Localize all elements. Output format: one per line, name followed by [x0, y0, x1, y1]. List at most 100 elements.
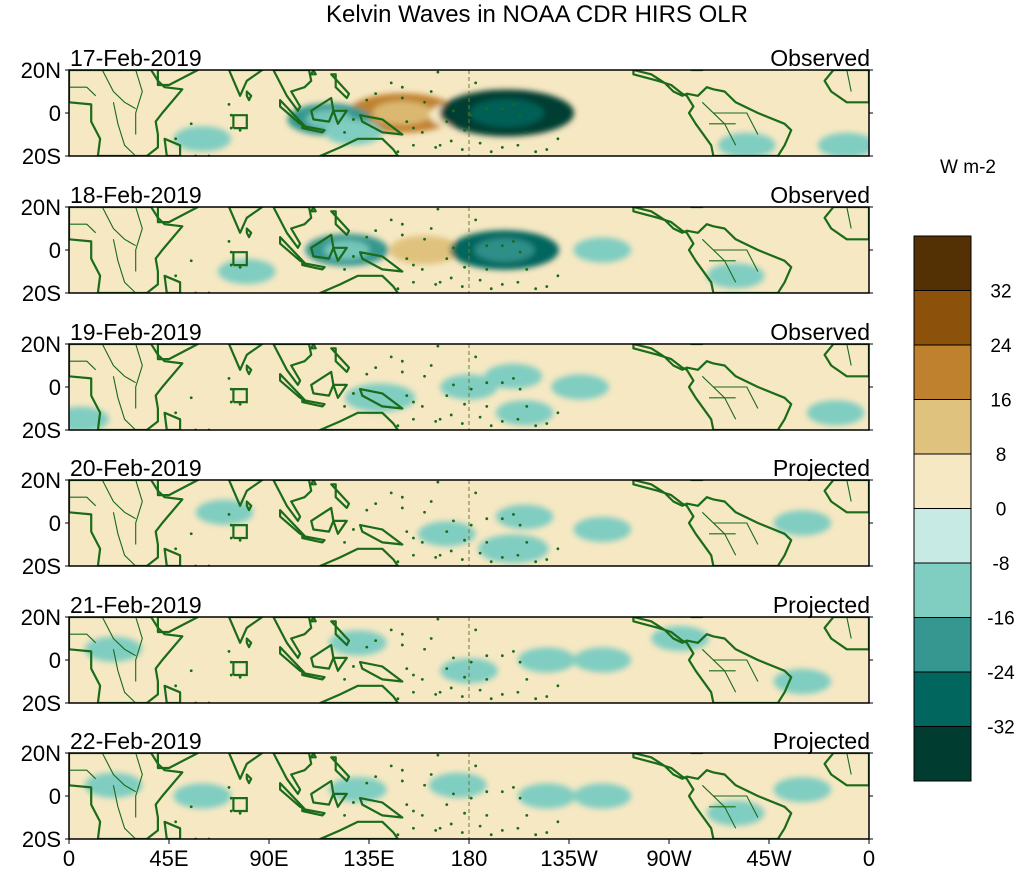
- coastline: [301, 261, 326, 271]
- island: [452, 519, 455, 523]
- island: [227, 650, 231, 653]
- colorbar-swatch: [913, 399, 972, 455]
- coastline: [301, 807, 326, 817]
- island: [463, 402, 466, 406]
- island: [405, 120, 409, 123]
- island: [438, 280, 442, 284]
- island: [229, 536, 233, 540]
- island: [489, 287, 493, 291]
- panel-date: 21-Feb-2019: [70, 592, 202, 618]
- anomaly-cell: [806, 400, 865, 426]
- coastline: [301, 534, 326, 544]
- coastline: [272, 344, 313, 386]
- anomaly-cell: [773, 668, 832, 695]
- island: [374, 229, 378, 233]
- island: [510, 704, 513, 707]
- coastline: [227, 753, 264, 780]
- island: [500, 654, 504, 658]
- island: [365, 645, 369, 649]
- coastline: [332, 383, 348, 399]
- island: [229, 250, 233, 254]
- country-border: [112, 239, 137, 293]
- country-border: [101, 617, 136, 657]
- island: [423, 647, 426, 651]
- island: [429, 500, 433, 503]
- island: [238, 675, 242, 679]
- island: [460, 285, 464, 288]
- anomaly-cell: [389, 235, 460, 265]
- island: [436, 70, 440, 74]
- island: [460, 695, 464, 698]
- island: [227, 786, 231, 789]
- anomaly-cell: [140, 352, 198, 379]
- colorbar-swatch: [913, 235, 972, 291]
- colorbar-label: 8: [996, 445, 1007, 466]
- island: [343, 404, 346, 408]
- island: [389, 628, 393, 632]
- colorbar-label: -8: [993, 554, 1010, 575]
- island: [478, 824, 482, 828]
- island-outline: [232, 796, 248, 813]
- coastline: [69, 753, 184, 839]
- coastline: [359, 660, 404, 683]
- coastline: [310, 207, 317, 213]
- country-border: [69, 360, 97, 371]
- coastline: [156, 344, 199, 361]
- island: [374, 92, 378, 96]
- island: [452, 109, 455, 113]
- coastline: [310, 506, 335, 533]
- y-tick-label: 20N: [21, 58, 61, 83]
- island: [438, 826, 442, 830]
- coastline: [330, 756, 351, 783]
- island: [516, 143, 520, 147]
- coastline: [359, 114, 404, 136]
- coastline: [310, 70, 317, 76]
- anomaly-cell: [773, 510, 832, 536]
- coastline: [156, 617, 199, 634]
- coastlines: [69, 70, 869, 156]
- coastline: [310, 233, 335, 260]
- country-border: [101, 70, 136, 110]
- island: [365, 372, 369, 376]
- y-tick-label: 20S: [22, 691, 61, 716]
- island: [420, 267, 424, 271]
- coastline: [359, 251, 404, 273]
- island: [189, 122, 193, 126]
- island: [438, 417, 442, 421]
- coastline: [245, 637, 253, 649]
- island: [434, 283, 438, 286]
- island: [556, 684, 560, 688]
- coastline: [69, 207, 184, 293]
- colorbar-label: 0: [996, 500, 1007, 521]
- y-tick-label: 0: [49, 375, 61, 400]
- island: [469, 523, 473, 527]
- island: [352, 255, 355, 258]
- country-border: [101, 207, 136, 247]
- island: [238, 538, 242, 542]
- panel-status: Projected: [773, 455, 870, 481]
- colorbar-label: -32: [987, 718, 1014, 739]
- island: [516, 826, 520, 830]
- coastline: [823, 207, 869, 241]
- island: [434, 146, 438, 149]
- island: [500, 381, 504, 385]
- island-outline: [232, 388, 248, 404]
- anomaly-cell: [329, 630, 387, 656]
- island: [412, 690, 415, 694]
- y-tick-label: 20N: [21, 468, 61, 493]
- island: [489, 560, 493, 564]
- island: [452, 656, 455, 660]
- country-border: [135, 70, 143, 135]
- island: [534, 424, 538, 428]
- coastline: [632, 617, 793, 703]
- x-tick-label: 90E: [249, 846, 288, 871]
- panel-status: Observed: [770, 182, 870, 208]
- island: [518, 523, 522, 527]
- anomaly-cell: [484, 363, 543, 389]
- coastline: [163, 137, 182, 156]
- island: [174, 547, 178, 551]
- island: [229, 400, 233, 404]
- anomaly-cell: [495, 400, 554, 426]
- coastline: [310, 96, 335, 123]
- island: [512, 650, 515, 653]
